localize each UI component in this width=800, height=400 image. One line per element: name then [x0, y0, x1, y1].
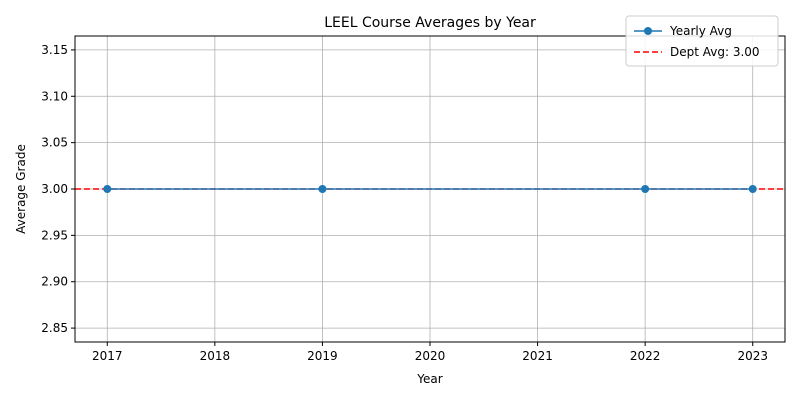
y-axis: 2.85 2.90 2.95 3.00 3.05 3.10 3.15 — [41, 43, 75, 335]
x-tick-label: 2020 — [415, 349, 446, 363]
data-point — [318, 185, 327, 193]
legend: Yearly Avg Dept Avg: 3.00 — [625, 15, 779, 67]
y-tick-label: 2.95 — [41, 228, 68, 242]
legend-marker-yearly-avg — [644, 27, 652, 35]
x-tick-label: 2023 — [737, 349, 768, 363]
x-tick-label: 2019 — [307, 349, 338, 363]
x-tick-label: 2021 — [522, 349, 553, 363]
y-tick-label: 3.10 — [41, 89, 68, 103]
x-tick-label: 2017 — [92, 349, 123, 363]
data-point — [641, 185, 650, 193]
chart-title: LEEL Course Averages by Year — [324, 15, 536, 31]
legend-label-dept-avg: Dept Avg: 3.00 — [670, 45, 760, 59]
legend-box — [625, 15, 779, 67]
y-axis-label: Average Grade — [14, 144, 28, 234]
y-tick-label: 2.90 — [41, 275, 68, 289]
y-tick-label: 3.00 — [41, 182, 68, 196]
data-point — [748, 185, 757, 193]
data-point — [103, 185, 112, 193]
x-tick-label: 2022 — [630, 349, 661, 363]
plot-area — [75, 185, 785, 193]
x-tick-label: 2018 — [200, 349, 231, 363]
y-tick-label: 3.15 — [41, 43, 68, 57]
legend-label-yearly-avg: Yearly Avg — [669, 24, 732, 38]
y-tick-label: 2.85 — [41, 321, 68, 335]
y-tick-label: 3.05 — [41, 136, 68, 150]
x-axis-label: Year — [416, 372, 442, 386]
x-axis: 2017 2018 2019 2020 2021 2022 2023 — [92, 342, 768, 363]
